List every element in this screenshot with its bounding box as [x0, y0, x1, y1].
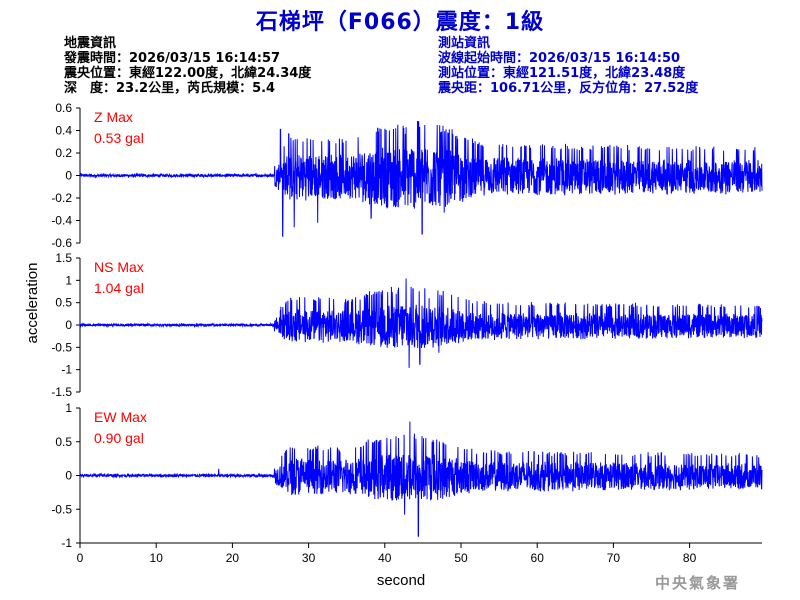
x-tick-label: 20	[226, 551, 240, 565]
y-tick-label: 0.4	[55, 124, 72, 138]
series-line-z	[79, 121, 763, 237]
panel-max-label: 0.53 gal	[94, 130, 144, 146]
y-tick-label: 1	[65, 401, 72, 415]
y-tick-label: -1.5	[51, 385, 72, 399]
quake-info-heading: 地震資訊	[64, 36, 117, 51]
x-tick-label: 40	[378, 551, 392, 565]
station-info: 測站資訊 波線起始時間：2026/03/15 16:14:50 測站位置：東經1…	[438, 36, 698, 96]
station-info-heading: 測站資訊	[438, 36, 491, 51]
y-tick-label: 1	[65, 273, 72, 287]
y-tick-label: 1.5	[55, 251, 72, 265]
panel-name-label: NS Max	[94, 259, 144, 275]
y-tick-label: 0	[65, 169, 72, 183]
y-tick-label: -0.5	[51, 340, 72, 354]
y-tick-label: 0.5	[55, 435, 72, 449]
x-axis-label: second	[377, 572, 425, 589]
panel-name-label: Z Max	[94, 109, 133, 125]
panel-max-label: 1.04 gal	[94, 280, 144, 296]
y-tick-label: 0.5	[55, 296, 72, 310]
chart-title: 石梯坪（F066）震度：1級	[255, 10, 545, 35]
quake-time: 發震時間：2026/03/15 16:14:57	[64, 51, 281, 66]
y-tick-label: -0.4	[51, 214, 72, 228]
x-tick-label: 30	[302, 551, 316, 565]
y-tick-label: -1	[61, 536, 72, 550]
panel-name-label: EW Max	[94, 409, 147, 425]
panel-max-label: 0.90 gal	[94, 430, 144, 446]
y-tick-label: -0.2	[51, 191, 72, 205]
y-tick-label: 0	[65, 469, 72, 483]
x-tick-label: 70	[607, 551, 621, 565]
quake-depth: 深 度：23.2公里，芮氏規模：5.4	[64, 81, 276, 96]
x-tick-label: 0	[77, 551, 84, 565]
x-tick-label: 80	[683, 551, 697, 565]
y-tick-label: -0.5	[51, 502, 72, 516]
y-tick-label: -1	[61, 363, 72, 377]
station-location: 測站位置：東經121.51度，北緯23.48度	[438, 66, 686, 81]
x-tick-label: 50	[454, 551, 468, 565]
series-line-ew	[79, 421, 763, 537]
y-tick-label: 0	[65, 318, 72, 332]
x-tick-label: 60	[531, 551, 545, 565]
quake-info: 地震資訊 發震時間：2026/03/15 16:14:57 震央位置：東經122…	[64, 36, 311, 96]
x-tick-label: 10	[150, 551, 164, 565]
y-axis-label: acceleration	[24, 263, 41, 344]
y-tick-label: 0.2	[55, 146, 72, 160]
station-distance: 震央距：106.71公里，反方位角：27.52度	[438, 81, 699, 96]
y-tick-label: -0.6	[51, 236, 72, 250]
quake-epicenter: 震央位置：東經122.00度，北緯24.34度	[64, 66, 312, 81]
series-line-ns	[79, 278, 763, 368]
watermark: 中央氣象署	[655, 574, 741, 592]
station-wave-start: 波線起始時間：2026/03/15 16:14:50	[438, 51, 681, 66]
y-tick-label: 0.6	[55, 101, 72, 115]
